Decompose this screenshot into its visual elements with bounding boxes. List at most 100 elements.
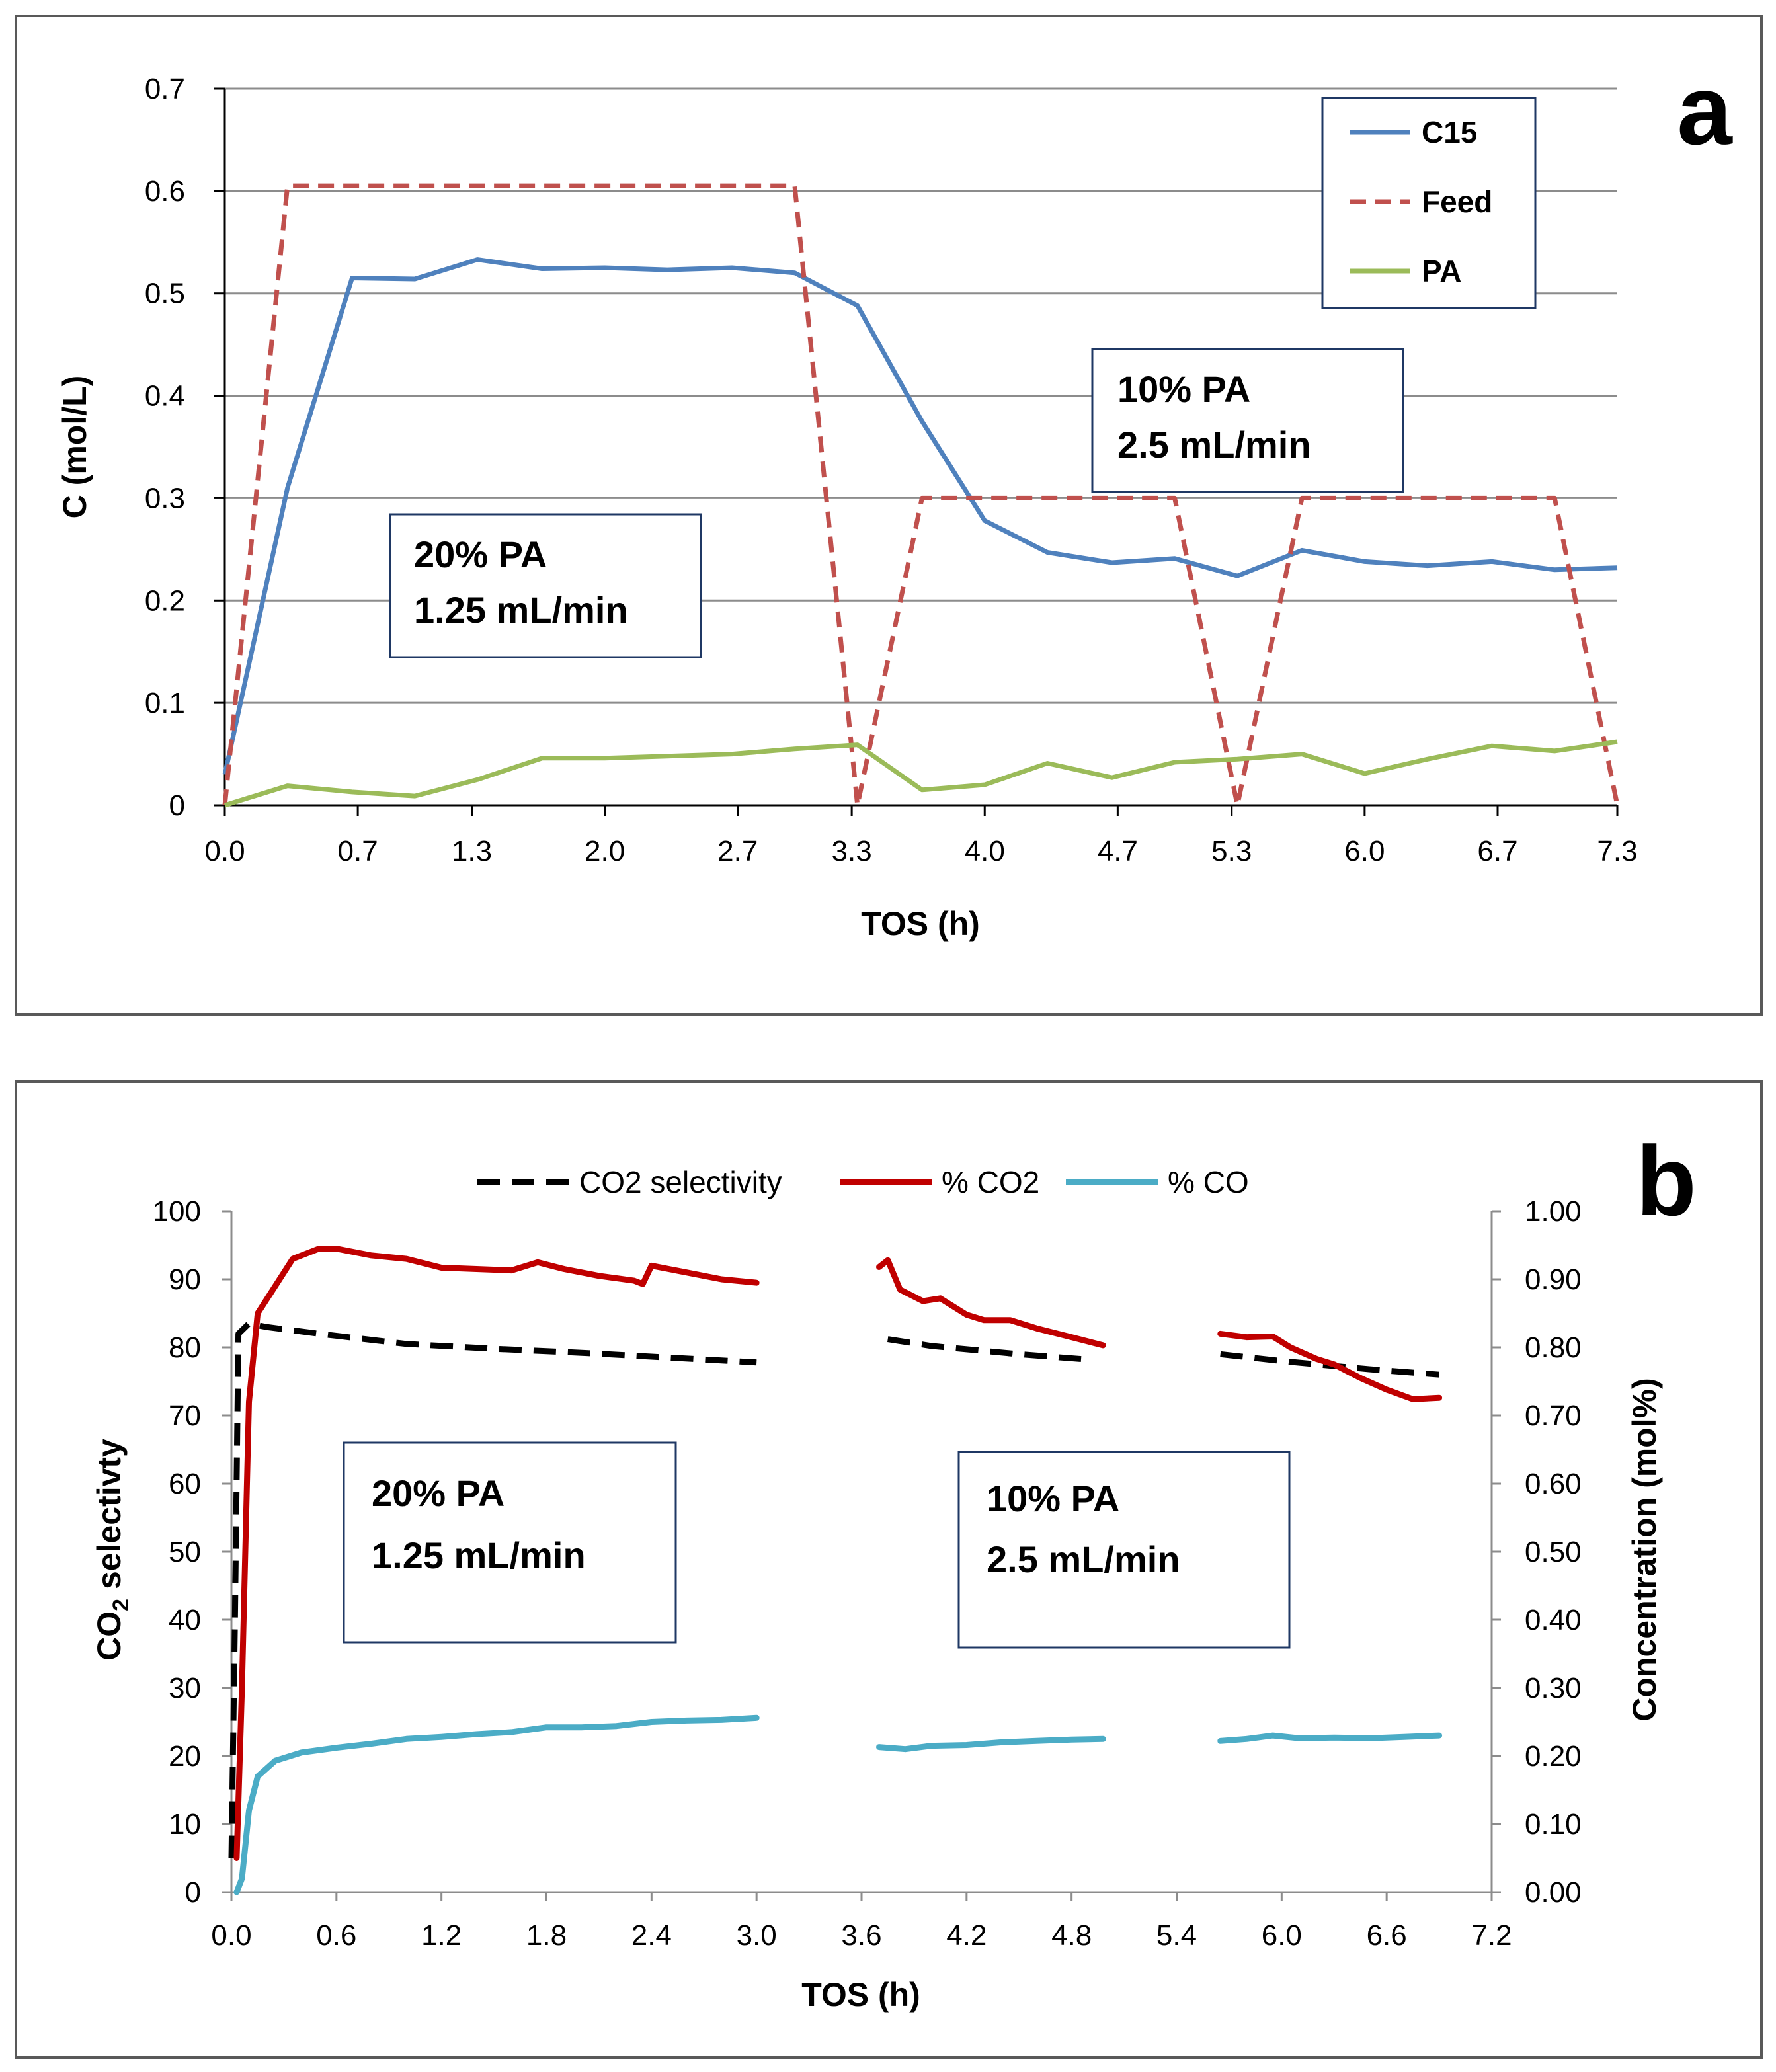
right-y-tick-label: 0.00: [1525, 1876, 1582, 1909]
annotation-line-2: 1.25 mL/min: [372, 1534, 586, 1576]
panel-a-series: [222, 183, 1620, 808]
y-tick-label: 0.5: [145, 278, 185, 310]
panel-a-annotation-20pa: 20% PA 1.25 mL/min: [389, 513, 702, 658]
left-y-tick-label: 50: [169, 1536, 201, 1568]
x-tick-label: 0.0: [211, 1919, 251, 1952]
x-tick-label: 1.8: [526, 1919, 567, 1952]
x-tick-label: 3.3: [832, 835, 872, 867]
left-y-tick-label: 10: [169, 1808, 201, 1841]
left-y-tick-label: 0: [185, 1876, 201, 1909]
annotation-line-1: 10% PA: [1117, 368, 1250, 410]
left-y-tick-label: 90: [169, 1263, 201, 1296]
series-line-pct-co: [1217, 1732, 1443, 1744]
x-tick-label: 6.0: [1262, 1919, 1302, 1952]
panel-b-right-y-axis-title: Concentration (mol%): [1626, 1378, 1663, 1721]
panel-b-x-axis-title: TOS (h): [801, 1976, 920, 2013]
x-tick-label: 0.0: [204, 835, 245, 867]
left-y-tick-label: 60: [169, 1468, 201, 1500]
annotation-line-2: 1.25 mL/min: [414, 589, 628, 631]
left-y-tick-label: 100: [153, 1195, 201, 1228]
left-y-tick-label: 80: [169, 1332, 201, 1364]
right-y-tick-label: 0.10: [1525, 1808, 1582, 1841]
series-line-pct-co2: [876, 1257, 1106, 1349]
x-tick-label: 6.7: [1477, 835, 1517, 867]
annotation-line-2: 2.5 mL/min: [1117, 424, 1311, 465]
x-tick-label: 7.3: [1597, 835, 1637, 867]
panel-b-left-y-tick-labels: 0 10 20 30 40 50 60 70 80 90 100: [153, 1195, 201, 1909]
x-tick-label: 3.0: [737, 1919, 777, 1952]
series-line-co2-selectivity: [1220, 1351, 1439, 1378]
legend-label-pct-co2: % CO2: [942, 1165, 1039, 1199]
y-tick-label: 0.2: [145, 584, 185, 617]
legend-label-pa: PA: [1422, 254, 1462, 288]
series-line-pct-co2: [233, 1246, 760, 1861]
left-y-tick-label: 40: [169, 1604, 201, 1636]
right-y-tick-label: 0.30: [1525, 1672, 1582, 1704]
series-line-pct-co2: [1217, 1330, 1443, 1402]
x-tick-label: 1.3: [452, 835, 492, 867]
x-tick-label: 4.7: [1098, 835, 1138, 867]
y-tick-label: 0.1: [145, 687, 185, 719]
left-y-tick-label: 70: [169, 1400, 201, 1432]
panel-b-legend: CO2 selectivity % CO2 % CO: [477, 1165, 1249, 1199]
panel-b-annotation-20pa: 20% PA 1.25 mL/min: [343, 1441, 677, 1644]
x-tick-label: 5.3: [1211, 835, 1252, 867]
x-tick-label: 1.2: [421, 1919, 462, 1952]
x-tick-label: 4.0: [965, 835, 1005, 867]
annotation-box: [343, 1441, 677, 1644]
right-y-tick-label: 1.00: [1525, 1195, 1582, 1228]
annotation-line-1: 10% PA: [987, 1478, 1119, 1519]
panel-b-frame: [15, 1080, 1763, 2059]
series-line-pct-co: [876, 1735, 1106, 1753]
panel-a-y-tick-labels: 0 0.1 0.2 0.3 0.4 0.5 0.6 0.7: [145, 73, 185, 822]
panel-a-letter: a: [1677, 54, 1733, 165]
x-tick-label: 6.6: [1367, 1919, 1407, 1952]
annotation-box: [957, 1451, 1291, 1649]
right-y-tick-label: 0.40: [1525, 1604, 1582, 1636]
x-tick-label: 2.4: [631, 1919, 672, 1952]
annotation-line-1: 20% PA: [372, 1472, 505, 1514]
right-y-tick-label: 0.80: [1525, 1332, 1582, 1364]
legend-label-c15: C15: [1422, 115, 1477, 149]
y-tick-label: 0.3: [145, 482, 185, 514]
x-tick-label: 5.4: [1156, 1919, 1197, 1952]
legend-label-pct-co: % CO: [1168, 1165, 1249, 1199]
annotation-box: [1091, 348, 1404, 493]
series-line-pa: [223, 739, 1618, 808]
panel-b-right-y-tick-labels: 0.00 0.10 0.20 0.30 0.40 0.50 0.60 0.70 0.80 0.90…: [1525, 1195, 1582, 1909]
left-y-tick-label: 20: [169, 1740, 201, 1773]
panel-b-letter: b: [1636, 1125, 1697, 1236]
panel-b-chart: 0.0 0.6 1.2 1.8 2.4 3.0 3.6 4.2 4.8 5.4 6.0 6.6 7.2 …: [15, 1080, 1763, 2059]
y-tick-label: 0.7: [145, 73, 185, 105]
panel-a-frame: [15, 15, 1763, 1016]
series-line-c15: [222, 257, 1618, 776]
y-tick-label: 0.6: [145, 175, 185, 208]
x-tick-label: 0.6: [316, 1919, 356, 1952]
right-y-tick-label: 0.50: [1525, 1536, 1582, 1568]
right-y-tick-label: 0.70: [1525, 1400, 1582, 1432]
x-tick-label: 4.8: [1051, 1919, 1092, 1952]
annotation-line-1: 20% PA: [414, 534, 547, 575]
series-line-co2-selectivity: [228, 1320, 757, 1858]
right-y-tick-label: 0.60: [1525, 1468, 1582, 1500]
annotation-box: [389, 513, 702, 658]
right-y-tick-label: 0.90: [1525, 1263, 1582, 1296]
panel-a-x-tick-labels: 0.0 0.7 1.3 2.0 2.7 3.3 4.0 4.7 5.3 6.0 6.7 7.3: [204, 835, 1637, 867]
panel-a-annotation-10pa: 10% PA 2.5 mL/min: [1091, 348, 1404, 493]
x-tick-label: 2.0: [585, 835, 625, 867]
legend-label-feed: Feed: [1422, 184, 1492, 219]
x-tick-label: 6.0: [1344, 835, 1385, 867]
panel-a-x-axis-title: TOS (h): [861, 905, 980, 942]
x-tick-label: 7.2: [1471, 1919, 1512, 1952]
y-tick-label: 0: [169, 789, 185, 822]
annotation-line-2: 2.5 mL/min: [987, 1538, 1180, 1580]
series-line-feed: [222, 183, 1620, 808]
panel-b-x-tick-labels: 0.0 0.6 1.2 1.8 2.4 3.0 3.6 4.2 4.8 5.4 6.0 6.6 7.2: [211, 1919, 1512, 1952]
panel-a-legend: C15 Feed PA: [1321, 97, 1537, 309]
series-line-pct-co: [233, 1714, 760, 1895]
y-tick-label: 0.4: [145, 380, 185, 413]
x-tick-label: 0.7: [338, 835, 378, 867]
panel-b-left-y-axis-title: CO2 selectivty: [91, 1439, 134, 1661]
x-tick-label: 2.7: [717, 835, 758, 867]
